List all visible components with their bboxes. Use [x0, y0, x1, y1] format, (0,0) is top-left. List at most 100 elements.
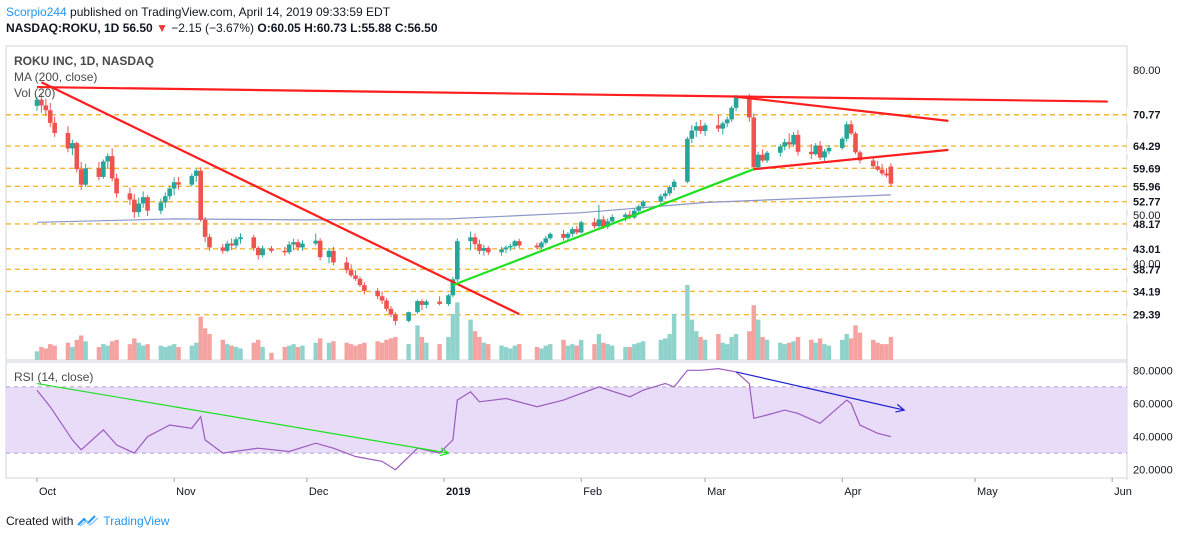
- volume-bar: [534, 347, 540, 360]
- volume-bar: [419, 336, 425, 360]
- volume-bar: [225, 344, 230, 360]
- x-tick-label: Feb: [583, 486, 602, 498]
- candle-body: [450, 279, 456, 296]
- volume-bar: [437, 344, 442, 360]
- price-tick-label: 80.00: [1133, 65, 1161, 77]
- volume-bar: [879, 344, 885, 360]
- candle-body: [778, 146, 783, 153]
- candle-body: [251, 237, 257, 248]
- candle-body: [884, 173, 889, 176]
- candle-body: [224, 243, 230, 251]
- volume-bar: [720, 342, 725, 360]
- candle-body: [47, 110, 53, 123]
- price-change: −2.15 (−3.67%): [171, 21, 255, 35]
- volume-bar: [344, 342, 349, 360]
- level-label: 70.77: [1133, 110, 1161, 122]
- candle-body: [455, 241, 460, 280]
- candle-body: [171, 182, 177, 189]
- volume-bar: [468, 319, 473, 360]
- candle-body: [543, 238, 549, 243]
- candle-body: [269, 248, 274, 251]
- candle-body: [176, 182, 181, 185]
- candle-body: [578, 222, 584, 233]
- volume-bar: [415, 325, 420, 360]
- rsi-trend-arrow: [36, 382, 449, 454]
- volume-bar: [326, 342, 332, 360]
- candle-body: [720, 123, 726, 129]
- volume-bar: [233, 347, 239, 360]
- candle-body: [503, 247, 509, 250]
- candle-body: [671, 181, 677, 188]
- volume-bar: [43, 348, 49, 360]
- candle-body: [419, 301, 425, 305]
- rsi-legend[interactable]: RSI (14, close): [14, 370, 93, 384]
- candle-body: [140, 197, 146, 204]
- candle-body: [512, 241, 518, 246]
- volume-bar: [251, 342, 256, 360]
- volume-bar: [198, 316, 203, 360]
- candle-body: [516, 241, 522, 246]
- candle-body: [636, 206, 642, 211]
- volume-bar: [52, 345, 57, 360]
- volume-bar: [725, 344, 730, 360]
- candle-body: [70, 143, 75, 149]
- candle-body: [596, 219, 602, 227]
- volume-bar: [853, 325, 858, 360]
- rsi-layer: [6, 367, 1127, 471]
- ohlc-close: C:56.50: [394, 21, 438, 35]
- candle-body: [716, 125, 721, 129]
- volume-bar: [578, 339, 584, 360]
- candle-body: [220, 247, 226, 251]
- volume-bar: [694, 331, 699, 360]
- volume-bar: [875, 342, 880, 360]
- x-tick-label: Dec: [309, 486, 329, 498]
- volume-bar: [74, 339, 79, 360]
- volume-bar: [844, 334, 849, 360]
- candle-body: [379, 296, 385, 301]
- ma-legend[interactable]: MA (200, close): [14, 70, 97, 84]
- down-arrow-icon: ▼: [156, 21, 168, 35]
- volume-bar: [348, 344, 354, 360]
- candle-body: [685, 138, 690, 182]
- candle-body: [193, 170, 199, 176]
- candle-body: [375, 290, 380, 297]
- candle-body: [870, 160, 876, 167]
- published-text: published on TradingView.com, April 14, …: [66, 5, 391, 19]
- level-label: 59.69: [1133, 163, 1161, 175]
- volume-bar: [295, 347, 301, 360]
- candle-body: [132, 199, 137, 213]
- volume-bar: [282, 347, 287, 360]
- candle-body: [207, 236, 212, 248]
- ohlc-high: H:60.73: [304, 21, 347, 35]
- candle-body: [424, 301, 429, 305]
- candle-body: [601, 219, 606, 227]
- volume-bar: [105, 345, 110, 360]
- volume-bar: [132, 338, 137, 360]
- volume-bar: [48, 344, 53, 360]
- candle-body: [238, 237, 243, 240]
- level-label-bg: [1127, 193, 1171, 210]
- volume-bar: [663, 338, 668, 360]
- candle-body: [667, 187, 672, 194]
- ohlc-open: O:60.05: [257, 21, 301, 35]
- candle-body: [198, 170, 203, 220]
- level-label: 43.01: [1133, 244, 1161, 256]
- level-label: 34.19: [1133, 286, 1161, 298]
- price-tick-label: 50.00: [1133, 210, 1161, 222]
- author-link[interactable]: Scorpio244: [6, 5, 67, 19]
- candle-body: [43, 105, 49, 111]
- tradingview-brand-link[interactable]: TradingView: [103, 514, 170, 528]
- candle-body: [640, 201, 646, 207]
- level-label-bg: [1127, 106, 1171, 123]
- candle-body: [539, 242, 544, 248]
- candle-body: [733, 97, 739, 108]
- candle-body: [570, 229, 575, 234]
- volume-bar: [109, 341, 115, 360]
- volume-bar: [313, 342, 318, 360]
- volume-bar: [733, 334, 739, 360]
- volume-legend[interactable]: Vol (20): [14, 86, 55, 100]
- level-label-bg: [1127, 306, 1171, 323]
- price-layer: [6, 81, 1127, 360]
- volume-bar: [238, 348, 243, 360]
